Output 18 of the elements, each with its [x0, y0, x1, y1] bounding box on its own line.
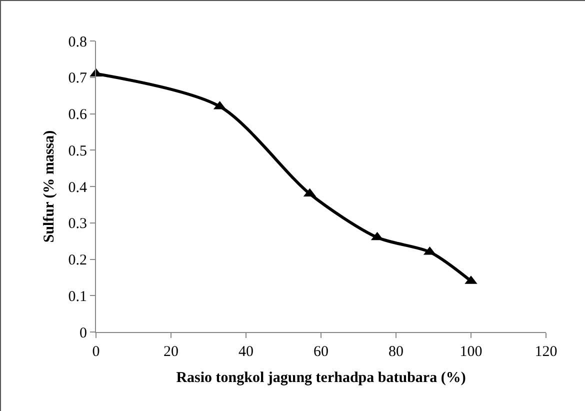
x-axis-title: Rasio tongkol jagung terhadpa batubara (%) — [176, 370, 466, 386]
y-tick-label: 0 — [80, 325, 87, 342]
x-tick-label: 20 — [164, 344, 178, 360]
y-tick-label: 0.5 — [68, 143, 87, 160]
x-tick-label: 40 — [238, 344, 254, 360]
x-tick-label: 120 — [534, 344, 558, 360]
x-tick-label: 60 — [314, 344, 328, 360]
y-tick-label: 0.3 — [68, 216, 87, 232]
y-tick-label: 0.7 — [68, 70, 88, 87]
y-tick-label: 0.2 — [68, 252, 87, 268]
y-tick-label: 0.1 — [68, 288, 87, 305]
y-tick-label: 0.6 — [68, 107, 88, 123]
y-tick-label: 0.4 — [68, 180, 88, 196]
x-tick-label: 80 — [388, 344, 404, 360]
x-tick-label: 0 — [92, 344, 100, 360]
y-axis-title: Sulfur (% massa) — [42, 130, 58, 243]
y-tick-label: 0.8 — [68, 34, 87, 50]
x-tick-label: 100 — [460, 344, 482, 360]
